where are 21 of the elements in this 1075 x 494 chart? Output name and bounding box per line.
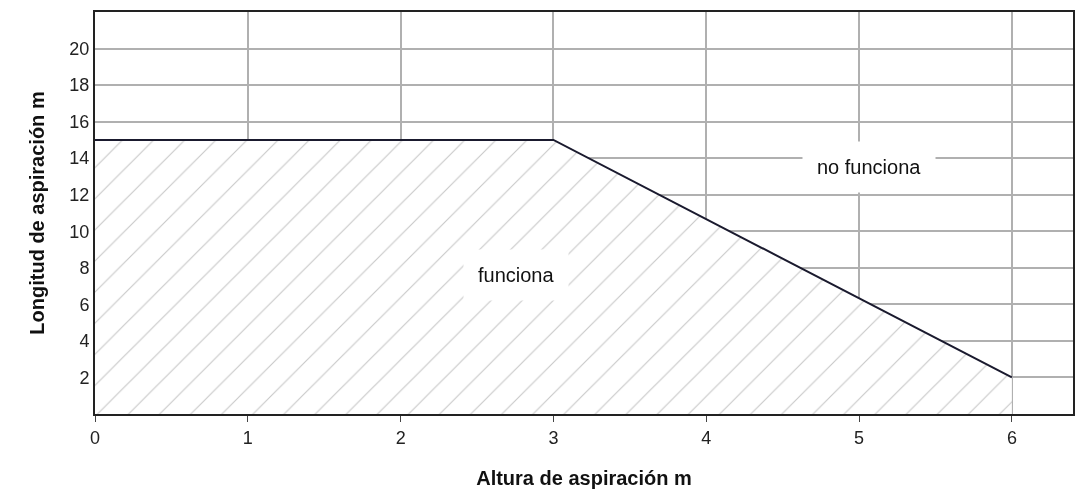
x-tick-label: 4 [701,427,712,448]
y-tick-label: 8 [79,258,90,279]
y-tick-label: 16 [69,111,90,132]
x-tick-label: 1 [242,427,253,448]
x-tick-label: 6 [1006,427,1017,448]
annotation: funciona [478,264,555,286]
y-tick-label: 2 [79,367,90,388]
x-tick-label: 5 [854,427,865,448]
x-axis-title: Altura de aspiración m [476,467,692,489]
x-tick-label: 3 [548,427,559,448]
y-tick-label: 20 [69,38,90,59]
y-tick-label: 14 [69,148,90,169]
y-tick-label: 18 [69,75,90,96]
y-axis-title: Longitud de aspiración m [26,91,48,335]
x-tick-label: 2 [395,427,406,448]
x-tick-label: 0 [89,427,101,448]
y-tick-label: 4 [79,331,90,352]
y-tick-label: 6 [79,294,90,315]
annotation: no funciona [817,156,922,178]
y-tick-label: 10 [69,221,90,242]
y-tick-label: 12 [69,185,90,206]
